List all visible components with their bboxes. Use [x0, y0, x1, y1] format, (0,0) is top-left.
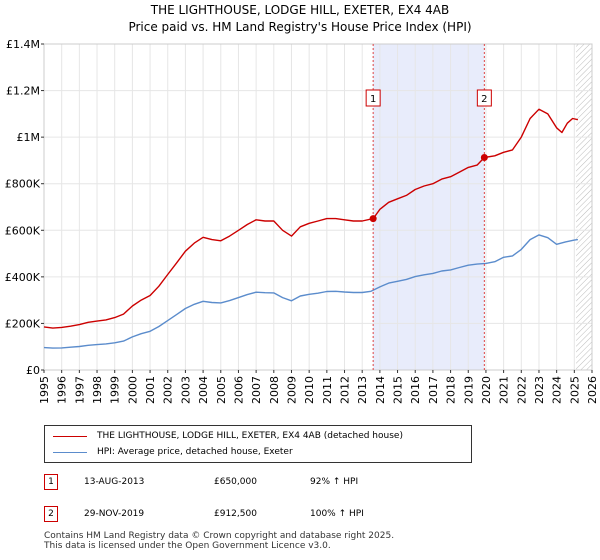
x-tick-label: 2010 — [303, 376, 316, 404]
sale-hpi-2: 100% ↑ HPI — [310, 509, 364, 519]
x-tick-label: 2011 — [321, 376, 334, 404]
x-tick-label: 2026 — [586, 376, 599, 404]
sale-price-1: £650,000 — [214, 477, 257, 487]
region-future-hatch — [576, 44, 592, 370]
x-tick-label: 2013 — [356, 376, 369, 404]
marker-label-1: 1 — [370, 94, 376, 105]
marker-label-2: 2 — [481, 94, 487, 105]
chart-subtitle: Price paid vs. HM Land Registry's House … — [128, 20, 472, 34]
x-tick-label: 2024 — [551, 376, 564, 404]
y-tick-label: £1.2M — [6, 85, 40, 98]
y-tick-label: £200K — [5, 317, 41, 330]
x-tick-label: 2021 — [498, 376, 511, 404]
x-tick-label: 2003 — [179, 376, 192, 404]
legend-item-hpi: HPI: Average price, detached house, Exet… — [53, 445, 293, 459]
x-tick-label: 2007 — [250, 376, 263, 404]
y-tick-label: £800K — [5, 178, 41, 191]
legend-label-hpi: HPI: Average price, detached house, Exet… — [97, 447, 293, 457]
chart-svg: £0 £200K £400K £600K £800K £1M £1.2M £1.4M 1995 1… — [5, 38, 599, 404]
x-tick-label: 1998 — [91, 376, 104, 404]
x-tick-label: 2023 — [533, 376, 546, 404]
footer-line-2: This data is licensed under the Open Gov… — [44, 541, 331, 551]
sale-date-2: 29-NOV-2019 — [84, 509, 145, 519]
x-tick-label: 2002 — [162, 376, 175, 404]
x-tick-label: 2001 — [144, 376, 157, 404]
sale-date-1: 13-AUG-2013 — [84, 477, 145, 487]
region-sale-period — [373, 44, 485, 370]
chart-title: THE LIGHTHOUSE, LODGE HILL, EXETER, EX4 … — [150, 3, 450, 17]
legend: THE LIGHTHOUSE, LODGE HILL, EXETER, EX4 … — [44, 425, 472, 463]
sale-badge-2: 2 — [44, 506, 58, 522]
legend-label-property: THE LIGHTHOUSE, LODGE HILL, EXETER, EX4 … — [97, 431, 403, 441]
x-tick-label: 2008 — [268, 376, 281, 404]
x-tick-label: 2022 — [515, 376, 528, 404]
x-tick-label: 2004 — [197, 376, 210, 404]
sale-price-2: £912,500 — [214, 509, 257, 519]
x-tick-label: 2020 — [480, 376, 493, 404]
footer: Contains HM Land Registry data © Crown c… — [44, 531, 394, 551]
x-tick-label: 2009 — [285, 376, 298, 404]
x-tick-label: 2006 — [232, 376, 245, 404]
x-tick-label: 1995 — [38, 376, 51, 404]
x-tick-label: 2012 — [339, 376, 352, 404]
x-tick-label: 2017 — [427, 376, 440, 404]
y-tick-label: £400K — [5, 271, 41, 284]
sale-hpi-1: 92% ↑ HPI — [310, 477, 359, 487]
x-tick-label: 2015 — [392, 376, 405, 404]
series-line-property — [43, 108, 579, 329]
y-tick-label: £600K — [5, 224, 41, 237]
sale-badge-1: 1 — [44, 474, 58, 490]
sale-point-1 — [369, 215, 377, 223]
x-tick-label: 1997 — [73, 376, 86, 404]
series-line-hpi — [43, 234, 578, 349]
x-tick-label: 2019 — [462, 376, 475, 404]
x-tick-label: 2016 — [409, 376, 422, 404]
x-tick-label: 1996 — [56, 376, 69, 404]
legend-swatch-hpi — [53, 451, 87, 453]
x-tick-label: 2014 — [374, 376, 387, 404]
x-tick-label: 2000 — [126, 376, 139, 404]
plot-frame — [43, 43, 593, 371]
legend-swatch-property — [53, 435, 87, 437]
y-tick-label: £1.4M — [6, 38, 40, 51]
x-tick-label: 1999 — [109, 376, 122, 404]
y-tick-label: £1M — [17, 131, 41, 144]
marker-box-1 — [365, 89, 381, 107]
marker-box-2 — [476, 89, 492, 107]
plot-area — [44, 44, 592, 370]
y-tick-label: £0 — [26, 364, 40, 377]
sale-point-2 — [480, 154, 488, 162]
footer-line-1: Contains HM Land Registry data © Crown c… — [44, 531, 395, 541]
x-tick-label: 2005 — [215, 376, 228, 404]
x-tick-label: 2018 — [445, 376, 458, 404]
x-tick-label: 2025 — [568, 376, 581, 404]
legend-item-property: THE LIGHTHOUSE, LODGE HILL, EXETER, EX4 … — [53, 429, 403, 443]
